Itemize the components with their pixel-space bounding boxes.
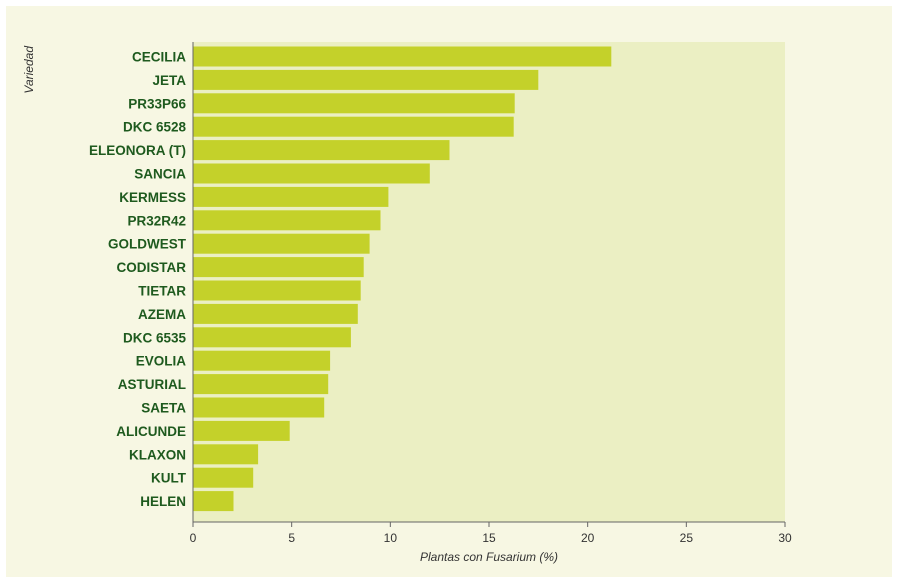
category-label: KERMESS	[119, 190, 186, 205]
category-label: SAETA	[141, 401, 186, 416]
category-label: TIETAR	[138, 284, 186, 299]
bar-sancia	[193, 163, 430, 184]
category-label: AZEMA	[138, 307, 186, 322]
x-ticks: 0 5 10 15 20 25 30	[190, 522, 792, 545]
bar-codistar	[193, 257, 364, 278]
bar-evolia	[193, 350, 331, 371]
x-tick-label: 5	[288, 531, 295, 545]
bar-cecilia	[193, 46, 612, 67]
category-label: DKC 6535	[123, 330, 187, 345]
bar-dkc-6535	[193, 327, 351, 348]
bar-tietar	[193, 280, 361, 301]
x-tick-label: 30	[778, 531, 792, 545]
category-label: ASTURIAL	[118, 377, 186, 392]
bar-azema	[193, 303, 358, 324]
category-label: KLAXON	[129, 447, 186, 462]
category-label: HELEN	[140, 494, 186, 509]
bar-saeta	[193, 397, 325, 418]
category-label: ELEONORA (T)	[89, 143, 186, 158]
chart-figure: CECILIA JETA PR33P66 DKC 6528 ELEONORA (T) SA…	[6, 6, 892, 577]
category-label: PR32R42	[127, 213, 186, 228]
category-label: JETA	[152, 73, 186, 88]
bar-pr32r42	[193, 210, 381, 231]
category-label: PR33P66	[128, 96, 186, 111]
y-axis-title: Variedad	[22, 46, 36, 94]
category-label: KULT	[151, 471, 187, 486]
category-label: GOLDWEST	[108, 237, 187, 252]
category-label: EVOLIA	[136, 354, 187, 369]
bar-asturial	[193, 374, 329, 395]
bar-kermess	[193, 186, 389, 207]
bar-chart: CECILIA JETA PR33P66 DKC 6528 ELEONORA (T) SA…	[22, 42, 792, 564]
bar-dkc-6528	[193, 116, 514, 137]
bars-group	[193, 46, 612, 512]
category-label: DKC 6528	[123, 120, 187, 135]
bar-helen	[193, 491, 234, 512]
bar-kult	[193, 467, 254, 488]
bar-goldwest	[193, 233, 370, 254]
category-label: CODISTAR	[117, 260, 187, 275]
bar-pr33p66	[193, 93, 515, 114]
x-tick-label: 20	[581, 531, 595, 545]
bar-alicunde	[193, 420, 290, 441]
x-tick-label: 15	[482, 531, 496, 545]
category-label: SANCIA	[134, 167, 186, 182]
bar-eleonora-t	[193, 140, 450, 161]
category-label: ALICUNDE	[116, 424, 186, 439]
category-labels: CECILIA JETA PR33P66 DKC 6528 ELEONORA (T) SA…	[89, 50, 187, 510]
x-tick-label: 10	[384, 531, 398, 545]
x-tick-label: 0	[190, 531, 197, 545]
x-tick-label: 25	[680, 531, 694, 545]
category-label: CECILIA	[132, 50, 186, 65]
x-axis-title: Plantas con Fusarium (%)	[420, 550, 558, 564]
bar-klaxon	[193, 444, 259, 465]
bar-jeta	[193, 69, 539, 90]
